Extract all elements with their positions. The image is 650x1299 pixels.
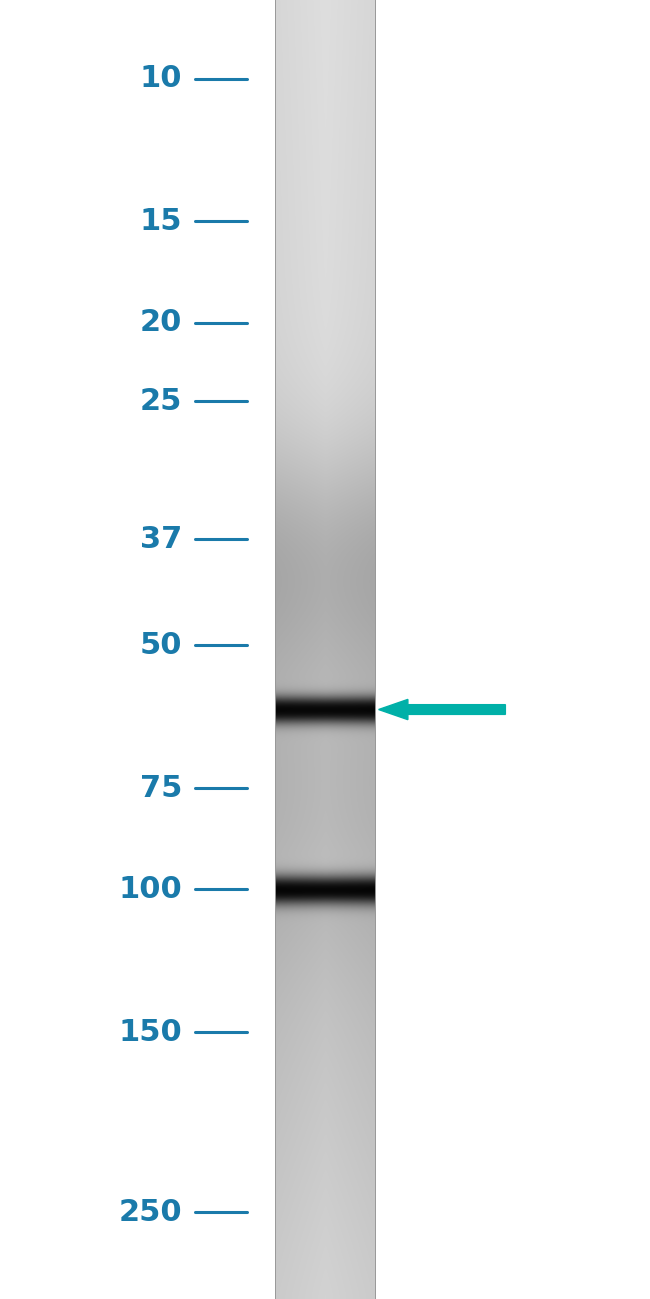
Text: 50: 50 [140, 631, 182, 660]
Text: 250: 250 [118, 1198, 182, 1226]
Text: 75: 75 [140, 774, 182, 803]
Text: 20: 20 [140, 308, 182, 338]
Text: 100: 100 [118, 876, 182, 904]
Text: 37: 37 [140, 525, 182, 553]
FancyArrow shape [378, 699, 506, 720]
Text: 25: 25 [140, 387, 182, 416]
Text: 10: 10 [140, 64, 182, 94]
Text: 150: 150 [118, 1017, 182, 1047]
Text: 15: 15 [140, 207, 182, 236]
